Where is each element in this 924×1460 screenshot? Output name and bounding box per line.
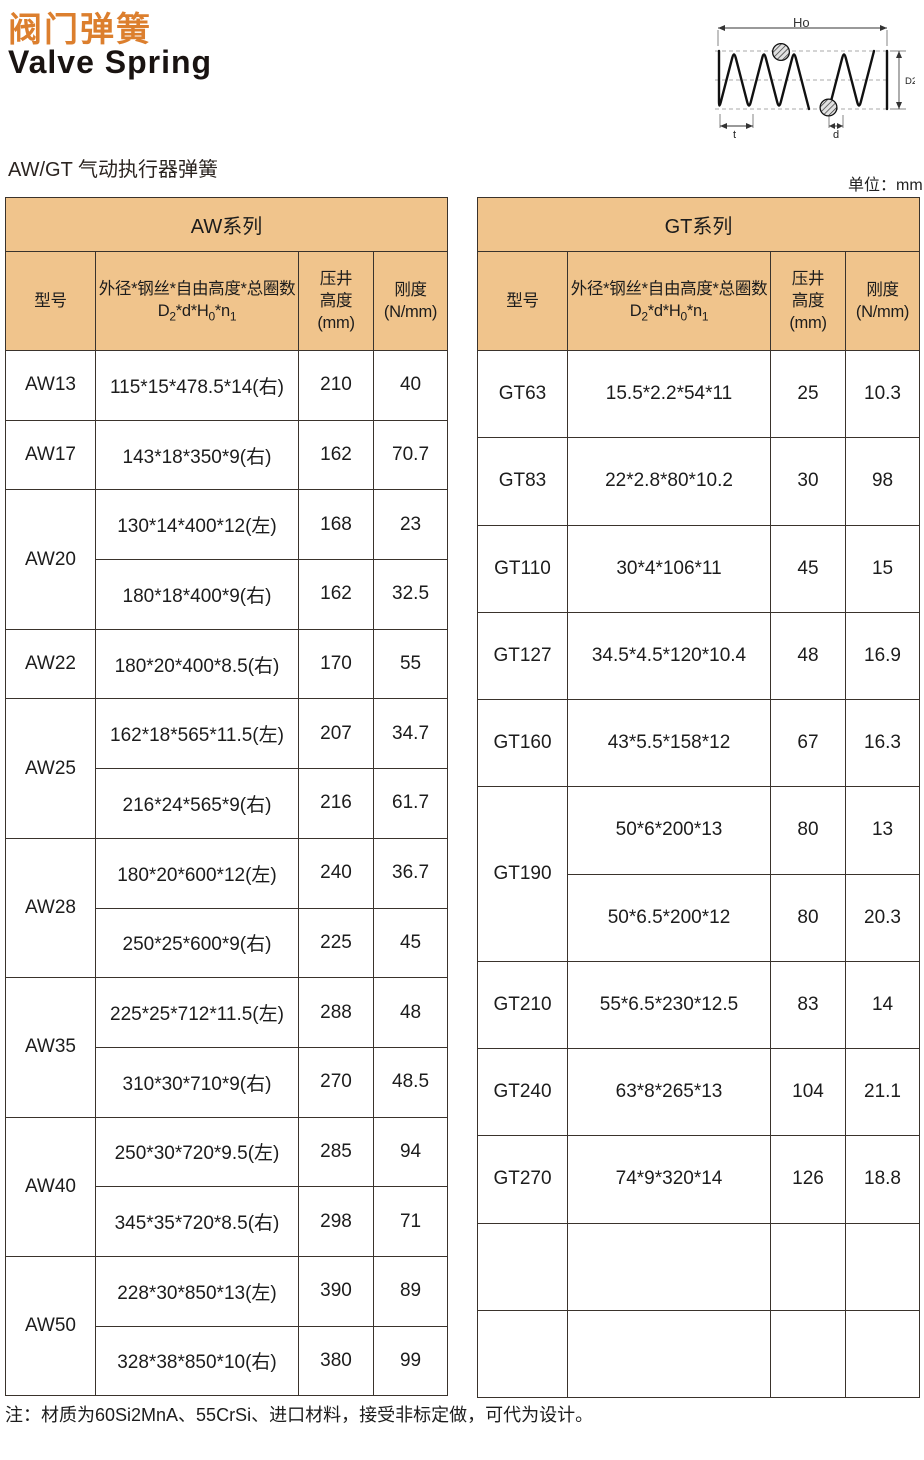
svg-text:D2: D2	[905, 76, 915, 87]
svg-text:t: t	[733, 129, 736, 141]
svg-text:Ho: Ho	[793, 18, 810, 30]
svg-text:d: d	[833, 129, 839, 141]
